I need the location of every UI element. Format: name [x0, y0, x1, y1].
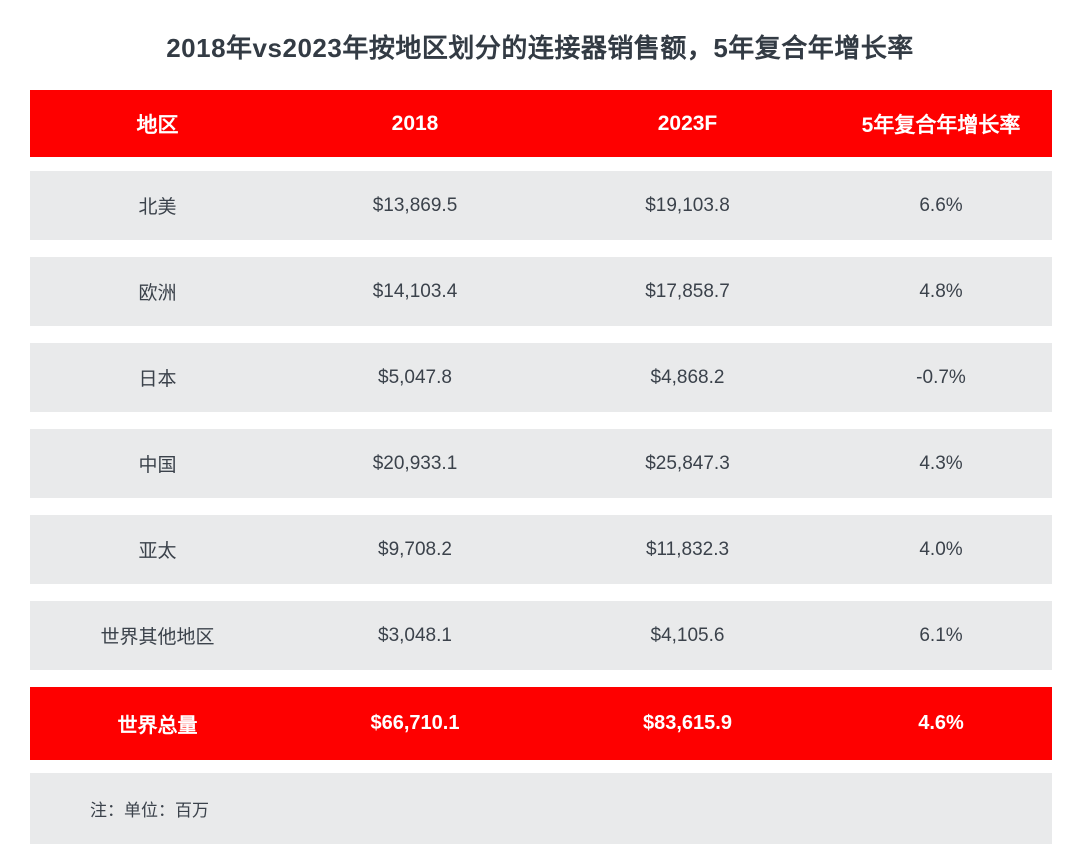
- cell-region: 世界其他地区: [100, 627, 215, 648]
- total-2023-value: $83,615.9: [643, 712, 732, 734]
- table-row-north-america: 北美 $13,869.5 $19,103.8 6.6%: [30, 171, 1052, 240]
- cell-cagr-value: -0.7%: [916, 366, 966, 388]
- total-region: 世界总量: [117, 715, 198, 737]
- cell-cagr-value: 4.0%: [919, 538, 963, 560]
- header-cell-cagr: 5年复合年增长率: [861, 113, 1021, 137]
- cell-cagr-value: 6.6%: [919, 194, 963, 216]
- table-row-rest-of-world: 世界其他地区 $3,048.1 $4,105.6 6.1%: [30, 601, 1052, 670]
- cell-region: 日本: [138, 369, 177, 390]
- header-cell-region: 地区: [136, 113, 179, 137]
- cell-2018-value: $5,047.8: [378, 366, 452, 388]
- page-title: 2018年vs2023年按地区划分的连接器销售额，5年复合年增长率: [166, 33, 914, 63]
- unit-note: 注：单位：百万: [90, 801, 209, 820]
- cell-region: 中国: [138, 455, 177, 476]
- table-total-row: 世界总量 $66,710.1 $83,615.9 4.6%: [30, 687, 1052, 760]
- cell-region: 亚太: [138, 541, 177, 562]
- header-cell-2023f: 2023F: [657, 111, 718, 135]
- cell-cagr-value: 6.1%: [919, 624, 963, 646]
- cell-region: 北美: [138, 197, 177, 218]
- cell-region: 欧洲: [138, 283, 177, 304]
- table-row-asia-pacific: 亚太 $9,708.2 $11,832.3 4.0%: [30, 515, 1052, 584]
- table-note-row: 注：单位：百万: [30, 773, 1052, 844]
- cell-2023-value: $11,832.3: [645, 538, 730, 560]
- header-cell-2018: 2018: [391, 111, 439, 135]
- total-cagr-value: 4.6%: [918, 712, 964, 734]
- table-row-japan: 日本 $5,047.8 $4,868.2 -0.7%: [30, 343, 1052, 412]
- cell-2018-value: $14,103.4: [372, 280, 458, 302]
- cell-2018-value: $9,708.2: [378, 538, 452, 560]
- table-row-europe: 欧洲 $14,103.4 $17,858.7 4.8%: [30, 257, 1052, 326]
- cell-2023-value: $4,105.6: [650, 624, 725, 646]
- cell-2023-value: $17,858.7: [645, 280, 730, 302]
- cell-cagr-value: 4.3%: [919, 452, 963, 474]
- cell-cagr-value: 4.8%: [919, 280, 963, 302]
- table-row-china: 中国 $20,933.1 $25,847.3 4.3%: [30, 429, 1052, 498]
- cell-2023-value: $25,847.3: [645, 452, 730, 474]
- total-2018-value: $66,710.1: [370, 712, 460, 734]
- table-header-row: 地区 2018 2023F 5年复合年增长率: [30, 90, 1052, 157]
- cell-2018-value: $3,048.1: [378, 624, 452, 646]
- cell-2018-value: $13,869.5: [372, 194, 458, 216]
- cell-2023-value: $19,103.8: [645, 194, 730, 216]
- cell-2018-value: $20,933.1: [372, 452, 458, 474]
- connector-sales-table: 地区 2018 2023F 5年复合年增长率 北美 $13,869.5 $19,…: [30, 90, 1052, 844]
- cell-2023-value: $4,868.2: [650, 366, 725, 388]
